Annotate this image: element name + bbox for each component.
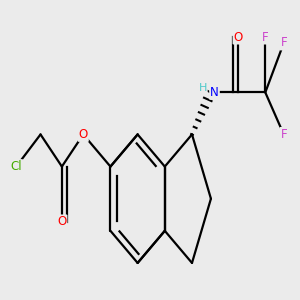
Text: N: N (210, 86, 219, 99)
Text: O: O (57, 215, 67, 228)
Text: Cl: Cl (11, 160, 22, 173)
Text: O: O (79, 128, 88, 141)
Text: F: F (262, 31, 268, 44)
Text: F: F (280, 128, 287, 141)
Text: F: F (280, 37, 287, 50)
Text: O: O (233, 31, 243, 44)
Text: H: H (198, 83, 207, 93)
